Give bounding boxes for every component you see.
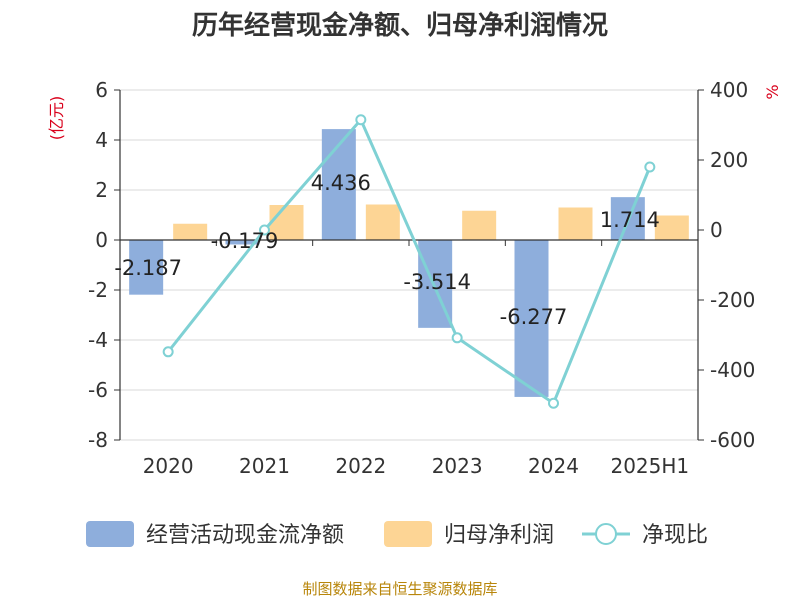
left-tick-label: -8	[88, 428, 108, 452]
ratio-point	[259, 224, 270, 236]
legend-ratio[interactable]: 净现比	[582, 523, 708, 548]
ratio-point	[548, 397, 559, 409]
net-profit-bar	[558, 207, 593, 240]
left-tick-label: 2	[95, 178, 108, 202]
bar-data-label: 1.714	[600, 208, 660, 232]
axes: 6 4 2 0 -2 -4 -6 -8 400 200 0 -200 -400 -600 (亿元)% 2020…	[47, 78, 782, 478]
legend-label: 经营活动现金流净额	[146, 523, 344, 548]
legend-cashflow[interactable]: 经营活动现金流净额	[86, 521, 344, 548]
chart-title: 历年经营现金净额、归母净利润情况	[192, 10, 608, 41]
bar-data-label: -6.277	[500, 305, 568, 329]
bar-data-label: 4.436	[311, 171, 371, 195]
source-note: 制图数据来自恒生聚源数据库	[302, 580, 497, 598]
ratio-point	[644, 161, 656, 173]
legend-swatch-marker	[595, 523, 617, 545]
left-tick-label: -4	[88, 328, 108, 352]
ratio-line	[162, 114, 656, 409]
category-label: 2020	[143, 454, 194, 478]
bars	[129, 129, 689, 397]
left-tick-label: 0	[95, 228, 108, 252]
data-labels: -2.187 -0.179 4.436 -3.514 -6.277 1.714	[114, 171, 660, 329]
left-tick-label: -2	[88, 278, 108, 302]
legend-label: 归母净利润	[444, 523, 554, 548]
net-profit-bar	[365, 204, 400, 240]
ratio-point	[162, 346, 174, 358]
right-tick-label: -200	[710, 288, 755, 312]
cashflow-bar	[321, 129, 356, 240]
net-profit-bar	[654, 215, 689, 240]
legend[interactable]: 经营活动现金流净额 归母净利润 净现比	[86, 521, 708, 548]
net-profit-bar	[173, 223, 208, 240]
bar-data-label: -0.179	[211, 229, 279, 253]
right-tick-label: 400	[710, 78, 748, 102]
net-profit-bar	[462, 210, 497, 240]
cashflow-bar	[225, 240, 260, 245]
category-label: 2022	[335, 454, 386, 478]
net-profit-bar	[269, 205, 304, 240]
right-tick-label: 200	[710, 148, 748, 172]
category-label: 2024	[528, 454, 579, 478]
right-unit-label: %	[763, 84, 782, 99]
left-unit-label: (亿元)	[47, 96, 66, 141]
category-label: 2025H1	[610, 454, 689, 478]
category-label: 2023	[432, 454, 483, 478]
left-tick-label: 6	[95, 78, 108, 102]
cashflow-bar	[129, 240, 164, 295]
left-tick-label: -6	[88, 378, 108, 402]
bar-data-label: -2.187	[114, 256, 182, 280]
ratio-point	[451, 332, 463, 344]
ratio-point	[355, 114, 367, 126]
right-tick-label: 0	[710, 218, 723, 242]
left-tick-label: 4	[95, 128, 108, 152]
right-tick-label: -600	[710, 428, 755, 452]
legend-swatch	[86, 521, 134, 547]
legend-swatch	[384, 521, 432, 547]
right-tick-label: -400	[710, 358, 755, 382]
legend-label: 净现比	[642, 523, 708, 548]
ratio-polyline	[166, 116, 652, 406]
cashflow-bar	[514, 240, 549, 397]
category-label: 2021	[239, 454, 290, 478]
legend-net-profit[interactable]: 归母净利润	[384, 521, 554, 548]
bar-data-label: -3.514	[403, 270, 471, 294]
